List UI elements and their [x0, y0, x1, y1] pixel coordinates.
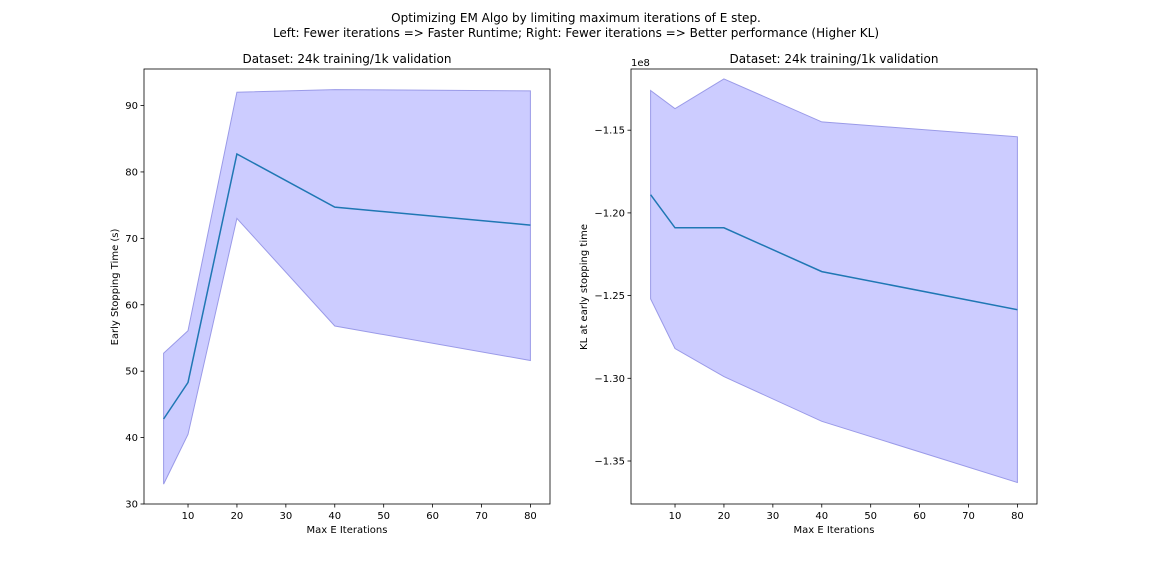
left-chart-title: Dataset: 24k training/1k validation	[243, 52, 452, 66]
left-chart-xtick-label: 40	[328, 511, 341, 522]
right-chart-ytick-label: −1.30	[594, 374, 625, 385]
right-chart-ytick-label: −1.35	[594, 456, 625, 467]
left-chart-ytick-label: 80	[125, 167, 138, 178]
left-chart-ylabel: Early Stopping Time (s)	[110, 228, 121, 345]
figure-suptitle-line1: Optimizing EM Algo by limiting maximum i…	[391, 11, 761, 25]
left-chart-xlabel: Max E Iterations	[307, 525, 388, 536]
left-chart-xtick-label: 60	[426, 511, 439, 522]
right-chart-xtick-label: 70	[962, 511, 975, 522]
right-chart-offset-text: 1e8	[631, 58, 650, 69]
figure-suptitle-line2: Left: Fewer iterations => Faster Runtime…	[273, 26, 879, 40]
right-chart-confidence-band	[650, 78, 1018, 484]
left-chart-frame	[143, 68, 551, 505]
left-chart-ticks: 10 20 30 40 50 60 70 80 30 40 50 60 70 80 90	[125, 101, 537, 522]
right-chart-xtick-label: 60	[913, 511, 926, 522]
left-chart-ytick-label: 30	[125, 500, 138, 511]
left-chart-marks	[162, 89, 531, 485]
left-chart-xtick-label: 10	[182, 511, 195, 522]
right-chart-xtick-label: 40	[815, 511, 828, 522]
right-chart-xlabel: Max E Iterations	[794, 525, 875, 536]
right-chart-ytick-label: −1.25	[594, 291, 625, 302]
left-chart-ytick-label: 40	[125, 433, 138, 444]
right-chart-xtick-label: 30	[766, 511, 779, 522]
left-chart: Dataset: 24k training/1k validation Max …	[110, 52, 551, 536]
left-chart-xtick-label: 20	[231, 511, 244, 522]
right-chart-ytick-label: −1.20	[594, 208, 625, 219]
right-chart-xtick-label: 50	[864, 511, 877, 522]
left-chart-xtick-label: 30	[279, 511, 292, 522]
right-chart-xtick-label: 10	[669, 511, 682, 522]
left-chart-xtick-label: 50	[377, 511, 390, 522]
right-chart-ytick-label: −1.15	[594, 126, 625, 137]
right-chart-ticks: 10 20 30 40 50 60 70 80 −1.15 −1.20 −1.25 −1.30 −1.3…	[594, 126, 1023, 522]
right-chart-ylabel: KL at early stopping time	[579, 224, 590, 350]
right-chart-xtick-label: 20	[718, 511, 731, 522]
left-chart-ytick-label: 70	[125, 234, 138, 245]
left-chart-xtick-label: 70	[475, 511, 488, 522]
left-chart-confidence-band	[163, 89, 531, 485]
left-chart-ytick-label: 50	[125, 367, 138, 378]
left-chart-series-line	[162, 152, 531, 420]
right-chart-frame	[630, 68, 1038, 505]
right-chart: Dataset: 24k training/1k validation Max …	[579, 52, 1038, 536]
left-chart-ytick-label: 90	[125, 101, 138, 112]
right-chart-marks	[649, 78, 1018, 484]
left-chart-ytick-label: 60	[125, 300, 138, 311]
right-chart-title: Dataset: 24k training/1k validation	[730, 52, 939, 66]
right-chart-xtick-label: 80	[1011, 511, 1024, 522]
right-chart-series-line	[649, 194, 1018, 311]
left-chart-xtick-label: 80	[524, 511, 537, 522]
